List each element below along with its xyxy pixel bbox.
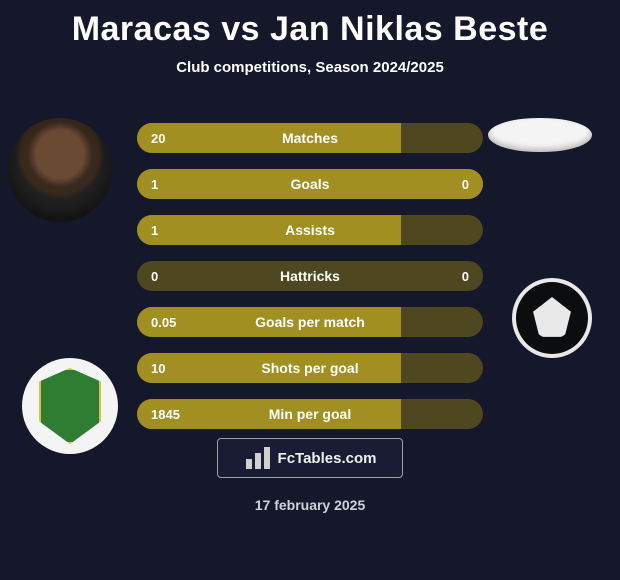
bar-value-left: 0.05	[151, 307, 176, 337]
bar-value-left: 1	[151, 215, 158, 245]
bar-label: Matches	[137, 123, 483, 153]
bar-label: Assists	[137, 215, 483, 245]
bar-label: Shots per goal	[137, 353, 483, 383]
bar-value-left: 1845	[151, 399, 180, 429]
bar-label: Goals per match	[137, 307, 483, 337]
source-text: FcTables.com	[278, 450, 377, 467]
page-title: Maracas vs Jan Niklas Beste	[0, 0, 620, 49]
stat-bar-row: Shots per goal10	[137, 353, 483, 383]
stat-bar-row: Goals1 0	[137, 169, 483, 199]
stat-bars-container: Matches20Goals10Assists1Hattricks00Goals…	[137, 123, 483, 445]
stat-bar-row: Hattricks0 0	[137, 261, 483, 291]
bar-value-left: 1	[151, 169, 158, 199]
bar-label: Min per goal	[137, 399, 483, 429]
stat-bar-row: Min per goal1845	[137, 399, 483, 429]
stat-bar-row: Assists1	[137, 215, 483, 245]
club-right-badge	[512, 278, 592, 358]
bar-value-right: 0	[462, 169, 469, 199]
stat-bar-row: Matches20	[137, 123, 483, 153]
player-left-avatar	[8, 118, 112, 222]
bar-value-left: 20	[151, 123, 165, 153]
club-right-crest-icon	[531, 297, 573, 339]
stat-bar-row: Goals per match0.05	[137, 307, 483, 337]
club-left-badge	[22, 358, 118, 454]
page-subtitle: Club competitions, Season 2024/2025	[0, 59, 620, 76]
club-left-crest-icon	[39, 368, 101, 444]
source-badge: FcTables.com	[217, 438, 403, 478]
chart-icon	[244, 447, 272, 469]
bar-value-right: 0	[462, 261, 469, 291]
bar-label: Hattricks	[137, 261, 483, 291]
comparison-card: Maracas vs Jan Niklas Beste Club competi…	[0, 0, 620, 580]
bar-value-left: 10	[151, 353, 165, 383]
bar-label: Goals	[137, 169, 483, 199]
date-text: 17 february 2025	[0, 497, 620, 513]
player-right-avatar	[488, 118, 592, 152]
bar-value-left: 0	[151, 261, 158, 291]
